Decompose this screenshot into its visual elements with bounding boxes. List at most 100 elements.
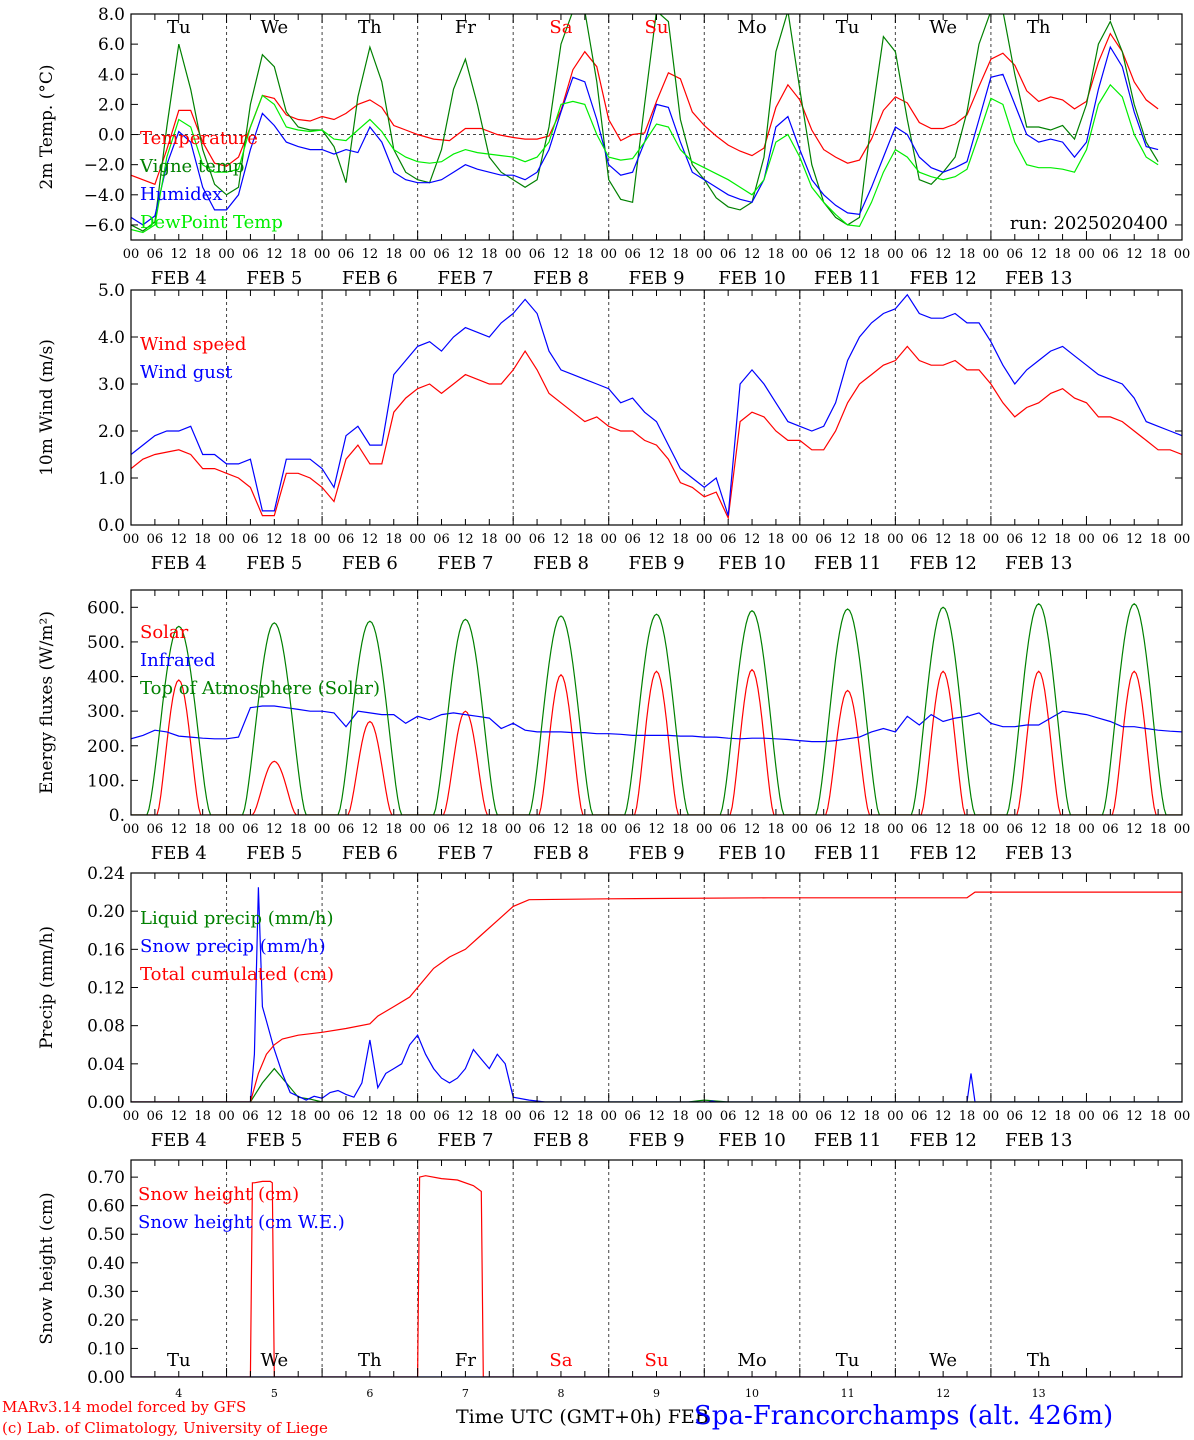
- x-hour-label: 12: [1126, 532, 1143, 547]
- x-hour-label: 12: [648, 247, 665, 262]
- x-hour-label: 00: [1174, 247, 1191, 262]
- weekday-label: Th: [358, 1350, 382, 1371]
- y-axis-label: Snow height (cm): [37, 1192, 57, 1344]
- day-number-label: 8: [557, 1387, 564, 1400]
- x-hour-label: 06: [433, 532, 450, 547]
- x-hour-label: 18: [577, 1109, 594, 1124]
- x-hour-label: 12: [744, 1109, 761, 1124]
- x-hour-label: 18: [1150, 1109, 1167, 1124]
- x-hour-label: 18: [385, 247, 402, 262]
- x-hour-label: 12: [1030, 247, 1047, 262]
- x-hour-label: 12: [362, 247, 379, 262]
- x-hour-label: 12: [839, 247, 856, 262]
- y-tick-label: 0.24: [87, 864, 125, 884]
- y-tick-label: 5.0: [98, 281, 125, 301]
- x-hour-label: 00: [696, 822, 713, 837]
- x-hour-label: 06: [911, 532, 928, 547]
- weekday-label: Tu: [836, 1350, 860, 1371]
- x-hour-label: 06: [529, 247, 546, 262]
- x-hour-label: 00: [983, 247, 1000, 262]
- y-tick-label: 0.12: [87, 979, 125, 999]
- y-tick-label: −2.0: [84, 156, 125, 176]
- x-hour-label: 06: [815, 247, 832, 262]
- series-line: [131, 705, 1182, 743]
- series-line: [131, 668, 1182, 815]
- y-tick-label: 0.0: [98, 516, 125, 536]
- x-hour-label: 00: [887, 1109, 904, 1124]
- y-tick-label: 0.50: [87, 1225, 125, 1245]
- x-hour-label: 12: [266, 247, 283, 262]
- x-hour-label: 06: [1007, 532, 1024, 547]
- weekday-label: Th: [1027, 1350, 1051, 1371]
- x-date-label: FEB 10: [718, 1130, 785, 1151]
- y-tick-label: 0.08: [87, 1017, 125, 1037]
- x-date-label: FEB 6: [342, 1130, 398, 1151]
- x-hour-label: 00: [409, 1109, 426, 1124]
- x-hour-label: 00: [505, 532, 522, 547]
- x-hour-label: 18: [1054, 1109, 1071, 1124]
- weekday-label: Tu: [836, 17, 860, 38]
- x-hour-label: 06: [815, 822, 832, 837]
- x-axis-label: Time UTC (GMT+0h) FEB: [456, 1406, 709, 1428]
- station-name: Spa-Francorchamps (alt. 426m): [694, 1401, 1114, 1431]
- x-hour-label: 12: [362, 532, 379, 547]
- series-line: [131, 293, 1182, 516]
- x-date-label: FEB 11: [814, 1130, 881, 1151]
- x-hour-label: 18: [290, 1109, 307, 1124]
- legend-entry: Total cumulated (cm): [140, 964, 334, 985]
- y-tick-label: 4.0: [98, 65, 125, 85]
- x-hour-label: 00: [887, 247, 904, 262]
- x-hour-label: 06: [1102, 822, 1119, 837]
- x-date-label: FEB 5: [246, 268, 302, 289]
- y-tick-label: 400.: [87, 668, 125, 688]
- weekday-label: We: [260, 1350, 288, 1371]
- legend-entry: Liquid precip (mm/h): [140, 908, 334, 929]
- x-hour-label: 00: [123, 532, 140, 547]
- x-hour-label: 06: [338, 822, 355, 837]
- x-hour-label: 00: [600, 532, 617, 547]
- x-hour-label: 00: [600, 1109, 617, 1124]
- x-hour-label: 12: [457, 822, 474, 837]
- x-hour-label: 00: [123, 822, 140, 837]
- y-tick-label: 8.0: [98, 5, 125, 25]
- x-hour-label: 18: [1150, 822, 1167, 837]
- x-hour-label: 18: [863, 822, 880, 837]
- x-date-label: FEB 12: [909, 843, 976, 864]
- weekday-label: Tu: [167, 1350, 191, 1371]
- weekday-label: Mo: [737, 17, 766, 38]
- x-hour-label: 18: [290, 247, 307, 262]
- y-tick-label: 500.: [87, 633, 125, 653]
- x-hour-label: 12: [266, 1109, 283, 1124]
- model-credit: MARv3.14 model forced by GFS: [2, 1398, 247, 1416]
- run-label: run: 2025020400: [1010, 213, 1168, 234]
- chart-panel-5: 0.00 0.10 0.20 0.30 0.40 0.50 0.60 0.70 Snow hei…: [37, 1159, 1183, 1388]
- y-tick-label: 0.20: [87, 902, 125, 922]
- y-tick-label: 2.0: [98, 422, 125, 442]
- x-hour-label: 18: [959, 532, 976, 547]
- x-date-label: FEB 6: [342, 553, 398, 574]
- x-hour-label: 18: [577, 247, 594, 262]
- y-tick-label: 0.60: [87, 1197, 125, 1217]
- weekday-label: Th: [358, 17, 382, 38]
- x-hour-label: 18: [672, 1109, 689, 1124]
- x-hour-label: 18: [1054, 532, 1071, 547]
- x-hour-label: 18: [863, 247, 880, 262]
- x-date-label: FEB 9: [628, 553, 684, 574]
- y-tick-label: 300.: [87, 702, 125, 722]
- x-hour-label: 12: [839, 822, 856, 837]
- x-hour-label: 12: [648, 822, 665, 837]
- x-hour-label: 06: [624, 822, 641, 837]
- day-number-label: 5: [271, 1387, 278, 1400]
- x-hour-label: 12: [744, 822, 761, 837]
- x-date-label: FEB 11: [814, 843, 881, 864]
- x-hour-label: 06: [147, 247, 164, 262]
- x-hour-label: 18: [385, 532, 402, 547]
- x-hour-label: 00: [218, 532, 235, 547]
- x-date-label: FEB 4: [151, 843, 207, 864]
- y-tick-label: 2.0: [98, 95, 125, 115]
- x-hour-label: 00: [314, 822, 331, 837]
- weekday-label: We: [260, 17, 288, 38]
- y-tick-label: 6.0: [98, 35, 125, 55]
- x-date-label: FEB 8: [533, 1130, 589, 1151]
